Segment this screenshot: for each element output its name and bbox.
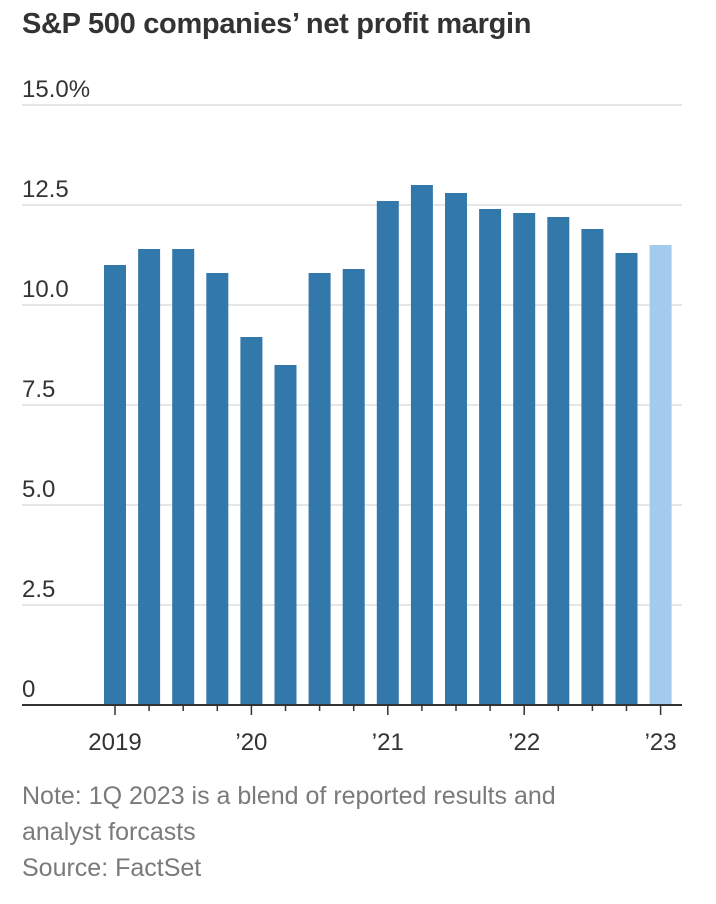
chart-title: S&P 500 companies’ net profit margin xyxy=(22,8,532,40)
bar-2q-2021 xyxy=(410,185,433,705)
bar-1q-2021 xyxy=(376,201,399,705)
x-tick-label: 2019 xyxy=(88,729,141,756)
bar-4q-2020 xyxy=(342,269,365,705)
bar-3q-2019 xyxy=(172,249,195,705)
y-tick-label: 12.5 xyxy=(22,176,69,203)
x-tick-label: ’20 xyxy=(235,729,267,756)
y-tick-label: 0 xyxy=(22,676,35,703)
y-tick-label: 2.5 xyxy=(22,576,55,603)
bar-2q-2022 xyxy=(547,217,570,705)
bar-1q-2019 xyxy=(104,265,126,705)
note-text: Note: 1Q 2023 is a blend of reported res… xyxy=(22,782,556,810)
bar-4q-2019 xyxy=(206,273,229,705)
y-tick-label: 5.0 xyxy=(22,476,55,503)
x-tick-label: ’23 xyxy=(645,729,677,756)
bar-1q-2023 xyxy=(649,245,672,705)
y-tick-label: 15.0% xyxy=(22,76,90,103)
y-tick-label: 7.5 xyxy=(22,376,55,403)
y-tick-label: 10.0 xyxy=(22,276,69,303)
bar-3q-2020 xyxy=(308,273,331,705)
bar-3q-2021 xyxy=(445,193,467,705)
bar-1q-2022 xyxy=(513,213,536,705)
x-tick-label: ’21 xyxy=(372,729,404,756)
bar-2q-2020 xyxy=(274,365,297,705)
note-text-continued: analyst forcasts xyxy=(22,818,196,846)
chart-footnote: Note: 1Q 2023 is a blend of reported res… xyxy=(22,778,702,886)
source-text: Source: FactSet xyxy=(22,854,202,882)
y-axis-labels: 0 2.5 5.0 7.5 10.0 12.5 15.0% xyxy=(22,76,90,703)
bar-2q-2019 xyxy=(138,249,161,705)
bar-4q-2021 xyxy=(479,209,502,705)
bars xyxy=(104,185,672,705)
x-tick-label: ’22 xyxy=(508,729,540,756)
bar-4q-2022 xyxy=(615,253,638,705)
bar-1q-2020 xyxy=(240,337,263,705)
x-axis: 2019 ’20 ’21 ’22 ’23 xyxy=(22,704,682,756)
bar-3q-2022 xyxy=(581,229,604,705)
